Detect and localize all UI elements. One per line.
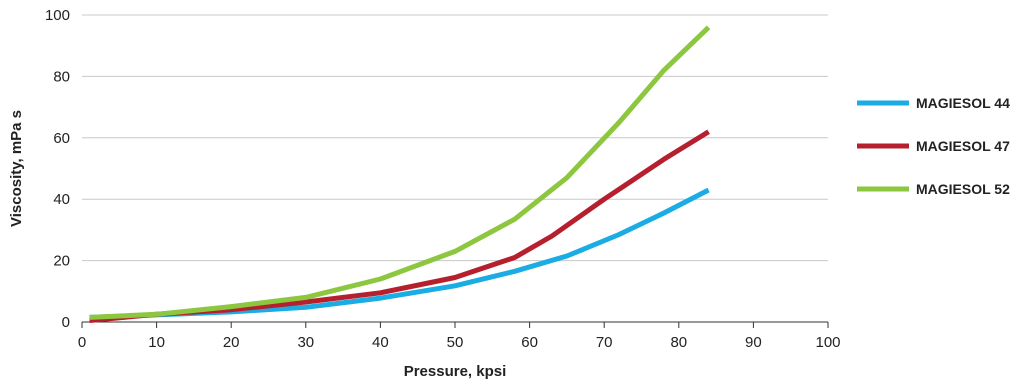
y-tick-label: 40 [53,191,70,208]
x-tick-label: 80 [670,334,687,351]
x-tick-label: 90 [745,334,762,351]
legend: MAGIESOL 44 MAGIESOL 47 MAGIESOL 52 [857,95,1010,197]
x-tick-label: 70 [596,334,613,351]
grid-lines [82,14,828,262]
x-tick-label: 40 [372,334,389,351]
y-tick-label: 20 [53,253,70,270]
x-tick-label: 60 [521,334,538,351]
y-tick-label: 60 [53,130,70,147]
x-axis-title: Pressure, kpsi [404,363,507,380]
y-tick-label: 100 [45,7,70,24]
x-tick-label: 10 [148,334,165,351]
series-lines [89,25,711,323]
y-axis-ticks: 0 20 40 60 80 100 [45,7,70,331]
series-line-magiesol-52 [89,25,711,320]
x-axis-ticks: 0 10 20 30 40 50 60 70 80 90 100 [78,322,841,351]
x-tick-label: 0 [78,334,86,351]
y-axis-title: Viscosity, mPa s [8,110,25,227]
series-line-magiesol-47 [89,129,710,323]
legend-label-magiesol-52: MAGIESOL 52 [916,181,1010,197]
y-tick-label: 0 [62,314,70,331]
x-tick-label: 50 [447,334,464,351]
legend-label-magiesol-44: MAGIESOL 44 [916,95,1010,111]
x-tick-label: 100 [815,334,840,351]
x-tick-label: 30 [297,334,314,351]
x-tick-label: 20 [223,334,240,351]
legend-label-magiesol-47: MAGIESOL 47 [916,138,1010,154]
y-tick-label: 80 [53,68,70,85]
series-line-magiesol-44 [89,187,710,320]
